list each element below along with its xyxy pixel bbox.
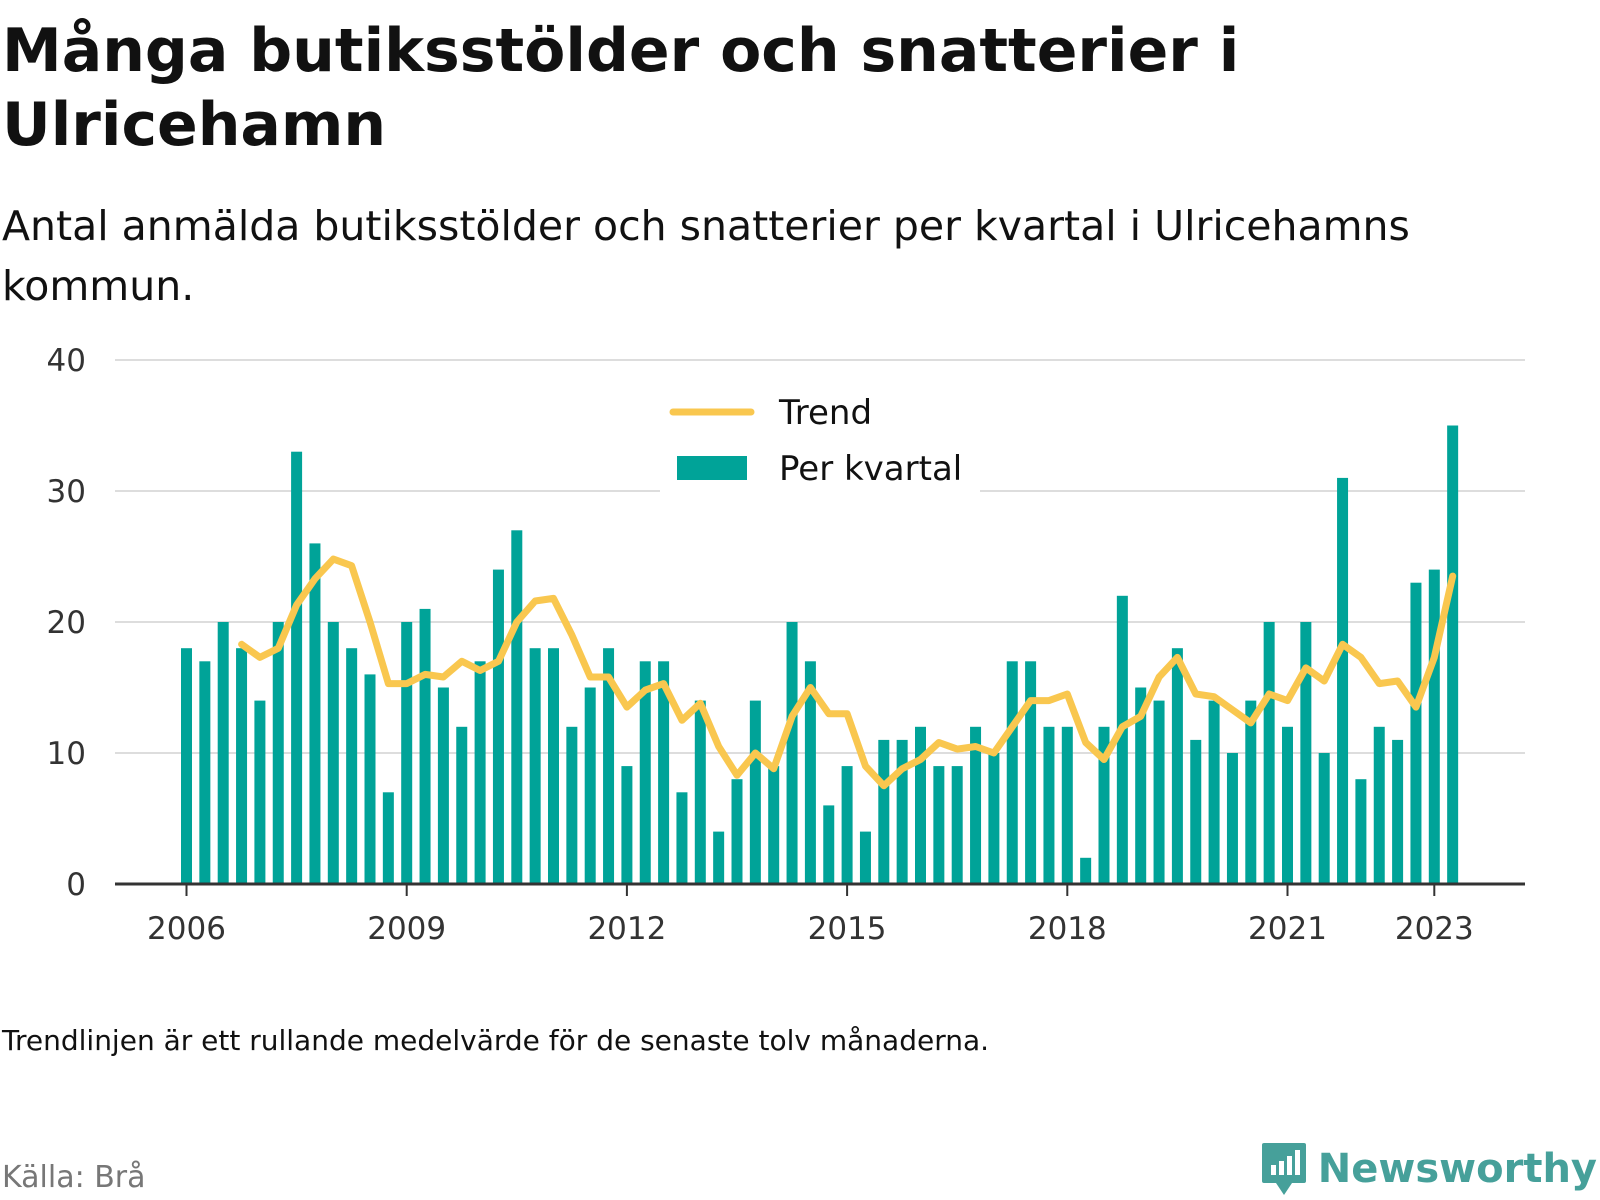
newsworthy-logo-icon — [1261, 1143, 1306, 1195]
chart-area: 0 10 20 30 40 2006 2009 2012 2015 2018 2021 2023 T… — [47, 343, 1525, 947]
bar — [1318, 753, 1330, 884]
brand-logo: Newsworthy — [1260, 1141, 1597, 1197]
bar — [511, 530, 523, 884]
bar — [272, 622, 284, 884]
bar — [309, 543, 321, 884]
bar — [823, 805, 835, 884]
bar — [658, 661, 670, 884]
bar — [731, 779, 743, 884]
source-credit: Källa: Brå — [2, 1160, 146, 1195]
y-axis-ticks: 0 10 20 30 40 — [47, 343, 86, 903]
bar — [1098, 726, 1110, 884]
bar — [1263, 622, 1275, 884]
bar — [474, 661, 486, 884]
bar — [1392, 739, 1404, 884]
bar — [1061, 726, 1073, 884]
bar — [254, 700, 266, 884]
bar — [621, 766, 633, 884]
x-tick-label: 2012 — [587, 911, 666, 947]
legend: Trend Per kvartal — [660, 385, 980, 495]
bar — [1355, 779, 1367, 884]
x-tick-label: 2009 — [367, 911, 446, 947]
bar — [401, 622, 413, 884]
chart-note: Trendlinjen är ett rullande medelvärde f… — [2, 1024, 990, 1057]
bar — [217, 622, 229, 884]
bar — [768, 766, 780, 884]
chart-subtitle: Antal anmälda butiksstölder och snatteri… — [2, 202, 1410, 310]
bar — [970, 726, 982, 884]
bar — [1116, 595, 1128, 884]
bar — [933, 766, 945, 884]
bar — [1245, 700, 1257, 884]
bar — [566, 726, 578, 884]
bar — [1447, 425, 1459, 884]
y-tick-label: 30 — [47, 474, 86, 510]
bar — [236, 648, 248, 884]
chart-title: Många butiksstölder och snatterier i Ulr… — [2, 16, 1240, 160]
bar — [492, 569, 504, 884]
bar — [291, 451, 303, 884]
bar-series — [181, 425, 1459, 884]
bar — [841, 766, 853, 884]
bar — [1373, 726, 1385, 884]
bar — [786, 622, 798, 884]
y-tick-label: 10 — [47, 736, 86, 772]
bar — [437, 687, 449, 884]
x-tick-label: 2015 — [808, 911, 887, 947]
bar — [1428, 569, 1440, 884]
bar — [548, 648, 559, 884]
bar — [915, 726, 926, 884]
x-axis-ticks: 2006 2009 2012 2015 2018 2021 2023 — [147, 884, 1474, 947]
bar — [181, 648, 192, 884]
bar — [1025, 661, 1037, 884]
bar — [199, 661, 211, 884]
bar — [327, 622, 339, 884]
bar — [1153, 700, 1165, 884]
bar — [1006, 661, 1018, 884]
bar — [1208, 700, 1220, 884]
x-tick-label: 2021 — [1248, 911, 1327, 947]
bar — [1410, 582, 1422, 884]
bar — [1337, 477, 1349, 884]
bar — [584, 687, 596, 884]
legend-bar-swatch — [677, 456, 747, 480]
bar — [364, 674, 376, 884]
bar — [382, 792, 394, 884]
bar — [694, 700, 706, 884]
x-tick-label: 2018 — [1028, 911, 1107, 947]
bar — [1135, 687, 1147, 884]
y-tick-label: 0 — [66, 867, 86, 903]
bar — [749, 700, 761, 884]
y-tick-label: 20 — [47, 605, 86, 641]
bar — [1080, 857, 1092, 884]
bar — [1226, 753, 1238, 884]
legend-bar-label: Per kvartal — [779, 449, 962, 489]
y-tick-label: 40 — [47, 343, 86, 379]
bar — [1043, 726, 1055, 884]
bar — [1300, 622, 1312, 884]
bar — [859, 831, 871, 884]
bar — [456, 726, 468, 884]
bar — [346, 648, 358, 884]
bar — [676, 792, 688, 884]
bar — [951, 766, 963, 884]
x-tick-label: 2023 — [1395, 911, 1474, 947]
bar — [713, 831, 725, 884]
bar — [529, 648, 541, 884]
bar — [603, 648, 615, 884]
bar — [878, 739, 890, 884]
trend-line — [238, 555, 1457, 790]
brand-name: Newsworthy — [1317, 1146, 1597, 1192]
bar — [419, 608, 431, 884]
bar — [988, 753, 1000, 884]
bar — [1171, 648, 1183, 884]
bar — [1190, 739, 1202, 884]
bar — [896, 739, 908, 884]
bar — [639, 661, 651, 884]
x-tick-label: 2006 — [147, 911, 226, 947]
legend-trend-label: Trend — [778, 393, 872, 433]
bar — [804, 661, 816, 884]
bar — [1282, 726, 1293, 884]
